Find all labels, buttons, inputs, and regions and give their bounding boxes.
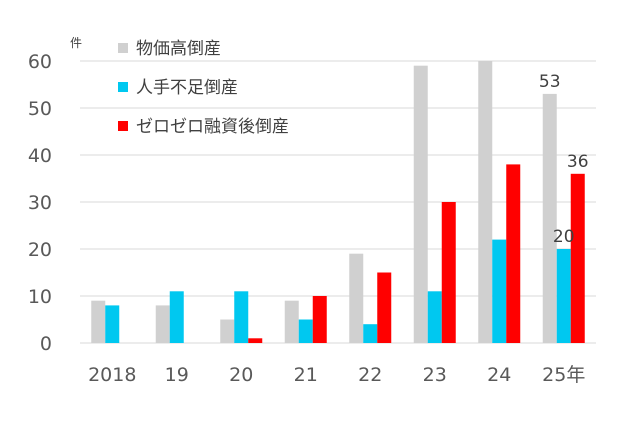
bar <box>169 291 184 343</box>
bar <box>312 296 327 343</box>
x-tick-label: 20 <box>229 364 253 386</box>
y-tick-label: 10 <box>28 286 52 308</box>
y-tick-label: 0 <box>40 333 52 355</box>
y-tick-label: 50 <box>28 98 52 120</box>
bars <box>91 61 585 344</box>
y-tick-label: 60 <box>28 51 52 73</box>
bar <box>91 300 106 343</box>
legend-label: 人手不足倒産 <box>136 78 238 98</box>
bar <box>506 164 521 343</box>
data-label: 20 <box>553 227 575 247</box>
data-labels: 53 20 36 <box>539 72 589 247</box>
x-tick-label: 24 <box>487 364 511 386</box>
bar <box>441 202 456 343</box>
bar <box>478 61 493 343</box>
bar <box>363 324 378 343</box>
legend-swatch <box>118 43 128 53</box>
bar <box>492 239 507 343</box>
bar <box>413 65 428 343</box>
x-tick-label: 19 <box>165 364 189 386</box>
x-axis: 2018 19 20 21 22 23 24 25年 <box>88 364 585 386</box>
bar <box>155 305 170 343</box>
y-tick-label: 40 <box>28 145 52 167</box>
bar <box>248 338 263 343</box>
legend-swatch <box>118 82 128 92</box>
data-label: 36 <box>567 152 589 172</box>
bar <box>284 300 299 343</box>
bar <box>542 93 557 344</box>
legend-label: ゼロゼロ融資後倒産 <box>136 117 289 137</box>
x-tick-label: 22 <box>358 364 382 386</box>
y-tick-label: 30 <box>28 192 52 214</box>
x-tick-label: 2018 <box>88 364 136 386</box>
bar <box>234 291 249 343</box>
bar <box>377 272 392 343</box>
y-tick-label: 20 <box>28 239 52 261</box>
y-unit-label: 件 <box>70 36 82 50</box>
bar <box>349 253 364 343</box>
bar <box>556 249 571 343</box>
x-tick-label: 23 <box>423 364 447 386</box>
bar <box>427 291 442 343</box>
data-label: 53 <box>539 72 561 92</box>
bar <box>105 305 120 343</box>
bar <box>570 173 585 343</box>
y-axis: 0 10 20 30 40 50 60 <box>28 51 52 355</box>
legend-label: 物価高倒産 <box>136 39 221 59</box>
x-tick-label: 21 <box>294 364 318 386</box>
bar <box>298 319 313 343</box>
legend-swatch <box>118 121 128 131</box>
bar <box>220 319 235 343</box>
x-tick-label: 25年 <box>542 364 585 386</box>
